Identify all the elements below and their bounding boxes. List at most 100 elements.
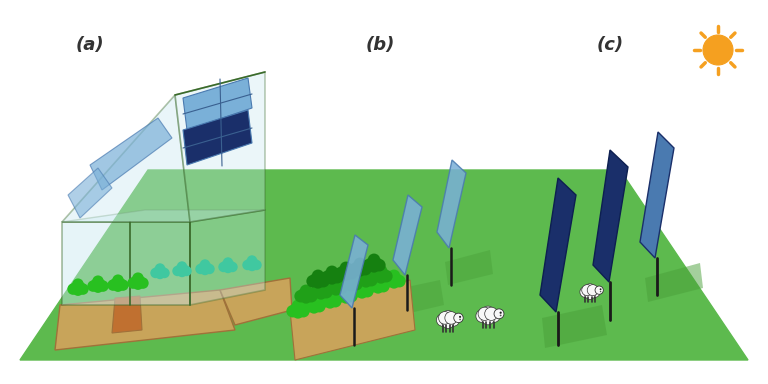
Circle shape [308,301,320,314]
Circle shape [335,282,348,295]
Polygon shape [540,178,576,312]
Circle shape [202,262,212,273]
Circle shape [354,258,366,270]
Circle shape [315,287,327,300]
Circle shape [310,286,322,298]
Circle shape [359,275,372,288]
Circle shape [380,270,392,283]
Circle shape [294,290,307,303]
Circle shape [314,273,326,286]
Circle shape [90,279,101,290]
Circle shape [130,276,141,287]
Circle shape [339,268,353,281]
Circle shape [476,310,489,323]
Circle shape [439,311,451,324]
Text: (a): (a) [76,36,104,54]
Circle shape [195,264,206,274]
Circle shape [372,268,385,281]
Circle shape [218,262,229,272]
Circle shape [200,265,210,275]
Circle shape [368,253,380,266]
Circle shape [315,281,327,293]
Circle shape [319,295,331,308]
Circle shape [245,258,255,269]
Circle shape [175,264,185,275]
Circle shape [600,288,601,290]
Circle shape [353,283,366,296]
Circle shape [584,288,595,300]
Circle shape [312,270,324,282]
Circle shape [88,280,99,292]
Circle shape [306,275,319,288]
Circle shape [223,263,233,273]
Circle shape [72,278,84,290]
Polygon shape [437,160,466,248]
Circle shape [294,303,306,316]
Circle shape [436,314,449,326]
Circle shape [356,286,368,299]
Circle shape [181,266,192,276]
Circle shape [177,267,187,277]
Circle shape [343,276,355,289]
Circle shape [310,298,323,311]
Circle shape [375,265,387,277]
Circle shape [331,271,343,283]
Circle shape [302,288,315,301]
Circle shape [134,276,146,287]
Circle shape [703,35,733,65]
Circle shape [334,290,347,303]
Circle shape [327,280,339,293]
Circle shape [98,280,108,292]
Polygon shape [183,78,252,130]
Circle shape [345,267,358,280]
Circle shape [388,270,400,282]
Circle shape [179,264,189,275]
Polygon shape [62,95,190,222]
Circle shape [334,267,347,280]
Circle shape [290,303,302,316]
Circle shape [345,290,358,303]
Polygon shape [445,250,493,285]
Circle shape [357,272,370,285]
Polygon shape [90,118,172,190]
Circle shape [317,275,329,288]
Circle shape [310,273,322,286]
Circle shape [286,305,299,318]
Circle shape [74,282,86,293]
Circle shape [70,282,81,293]
Circle shape [292,306,304,319]
Circle shape [324,296,336,309]
Circle shape [313,284,325,296]
Circle shape [297,305,310,318]
Circle shape [445,311,458,324]
Circle shape [72,285,84,296]
Circle shape [345,273,357,285]
Circle shape [300,291,313,304]
Circle shape [442,316,455,328]
Circle shape [339,278,352,290]
Circle shape [373,259,386,271]
Circle shape [155,269,165,279]
Circle shape [356,280,368,292]
Circle shape [347,276,359,289]
Circle shape [454,313,463,323]
Circle shape [349,263,361,275]
Circle shape [442,311,455,323]
Polygon shape [640,132,674,258]
Circle shape [372,281,384,294]
Polygon shape [62,210,265,222]
Circle shape [108,280,119,291]
Circle shape [326,272,338,285]
Circle shape [329,276,343,289]
Circle shape [337,288,350,301]
Circle shape [320,271,333,283]
Circle shape [313,300,326,313]
Circle shape [247,261,257,271]
Circle shape [485,307,498,320]
Polygon shape [393,280,444,316]
Circle shape [157,266,167,277]
Circle shape [159,268,170,278]
Circle shape [369,270,382,283]
Circle shape [198,262,208,273]
Circle shape [324,290,336,302]
